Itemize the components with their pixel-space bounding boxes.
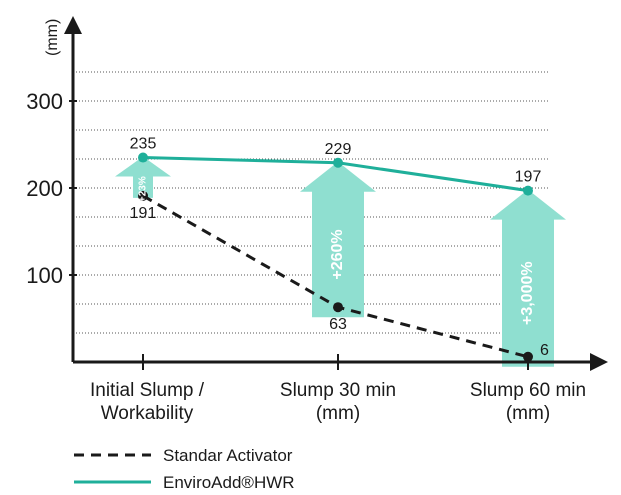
legend-label-standar-activator: Standar Activator — [163, 446, 293, 465]
y-tick-label: 300 — [26, 89, 63, 114]
x-category-label: Workability — [101, 403, 194, 424]
data-point — [333, 157, 343, 168]
x-category-label: Slump 60 min — [470, 380, 586, 401]
x-category-label: Initial Slump / — [90, 380, 205, 401]
data-label: 229 — [325, 141, 352, 158]
data-point — [333, 302, 343, 313]
y-axis-arrowhead — [64, 16, 82, 34]
improvement-arrow — [300, 161, 376, 318]
data-point — [523, 351, 533, 362]
data-label: 6 — [540, 342, 549, 359]
x-category-label: (mm) — [316, 403, 360, 424]
y-axis-label: (mm) — [44, 19, 61, 56]
data-label: 235 — [130, 136, 157, 153]
data-point — [523, 185, 533, 196]
x-category-label: (mm) — [506, 403, 550, 424]
improvement-arrow — [115, 156, 171, 198]
x-axis-arrowhead — [590, 353, 608, 371]
legend: Standar Activator EnviroAdd®HWR — [74, 446, 295, 492]
data-label: 63 — [329, 316, 347, 333]
labels: +23% +260% +3,000% 100 200 300 Initial Slump /… — [26, 89, 586, 424]
improvement-label: +260% — [329, 229, 346, 279]
improvement-arrow — [490, 189, 566, 367]
series-lines — [138, 152, 533, 362]
data-point — [138, 190, 148, 201]
improvement-label: +23% — [138, 176, 149, 202]
y-tick-label: 100 — [26, 263, 63, 288]
data-label: 191 — [130, 205, 157, 222]
y-tick-label: 200 — [26, 176, 63, 201]
axes — [64, 16, 608, 371]
legend-label-enviroadd: EnviroAdd®HWR — [163, 473, 295, 492]
improvement-arrows — [115, 156, 566, 367]
improvement-label: +3,000% — [519, 261, 536, 325]
data-point — [138, 152, 148, 163]
data-label: 197 — [515, 169, 542, 186]
x-category-label: Slump 30 min — [280, 380, 396, 401]
